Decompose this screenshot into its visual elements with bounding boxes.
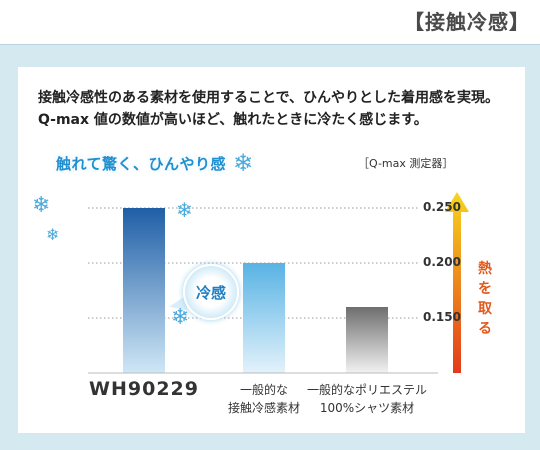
category-label: 一般的な接触冷感素材 (189, 381, 339, 417)
intro-text: 接触冷感性のある素材を使用することで、ひんやりとした着用感を実現。 Q-max … (38, 87, 499, 131)
page-heading: 【接触冷感】 (404, 10, 530, 34)
snowflake-icon: ❄ (46, 225, 60, 244)
bar-polyester-shirt-fabric (346, 307, 388, 373)
intro-line-1: 接触冷感性のある素材を使用することで、ひんやりとした着用感を実現。 (38, 90, 500, 106)
heat-arrow (445, 192, 469, 373)
chart-card: 接触冷感性のある素材を使用することで、ひんやりとした着用感を実現。 Q-max … (18, 67, 525, 433)
snowflake-icon: ❄ (32, 193, 51, 218)
bar-wh90229 (123, 208, 165, 373)
category-label-line: WH90229 (89, 378, 199, 400)
category-label-line: 接触冷感素材 (227, 401, 300, 415)
heat-removal-label: 熱を取る (478, 261, 492, 337)
qmax-chart (88, 192, 469, 374)
snowflake-icon: ❄ (171, 305, 190, 330)
category-label-line: 一般的なポリエステル (306, 383, 427, 397)
bar-general-cooling-fabric (243, 263, 285, 373)
intro-line-2: Q-max 値の数値が高いほど、触れたときに冷たく感じます。 (38, 112, 428, 128)
y-tick-label: 0.150 (423, 310, 461, 324)
snowflake-icon: ❄ (233, 149, 254, 177)
tagline: 触れて驚く、ひんやり感 (56, 155, 227, 173)
y-tick-label: 0.250 (423, 200, 461, 214)
unit-label: ［Q-max 測定器］ (358, 157, 454, 170)
y-tick-label: 0.200 (423, 255, 461, 269)
cool-feel-label: 冷感 (195, 283, 226, 302)
category-label-line: 一般的な (239, 383, 288, 397)
snowflake-icon: ❄ (176, 198, 193, 222)
category-label: 一般的なポリエステル 100%シャツ素材 (292, 381, 442, 417)
cool-feel-bubble: 冷感 (183, 264, 239, 320)
category-label-line: 100%シャツ素材 (319, 401, 415, 415)
info-panel: 接触冷感性のある素材を使用することで、ひんやりとした着用感を実現。 Q-max … (0, 44, 540, 450)
category-label: WH90229 (69, 378, 219, 400)
